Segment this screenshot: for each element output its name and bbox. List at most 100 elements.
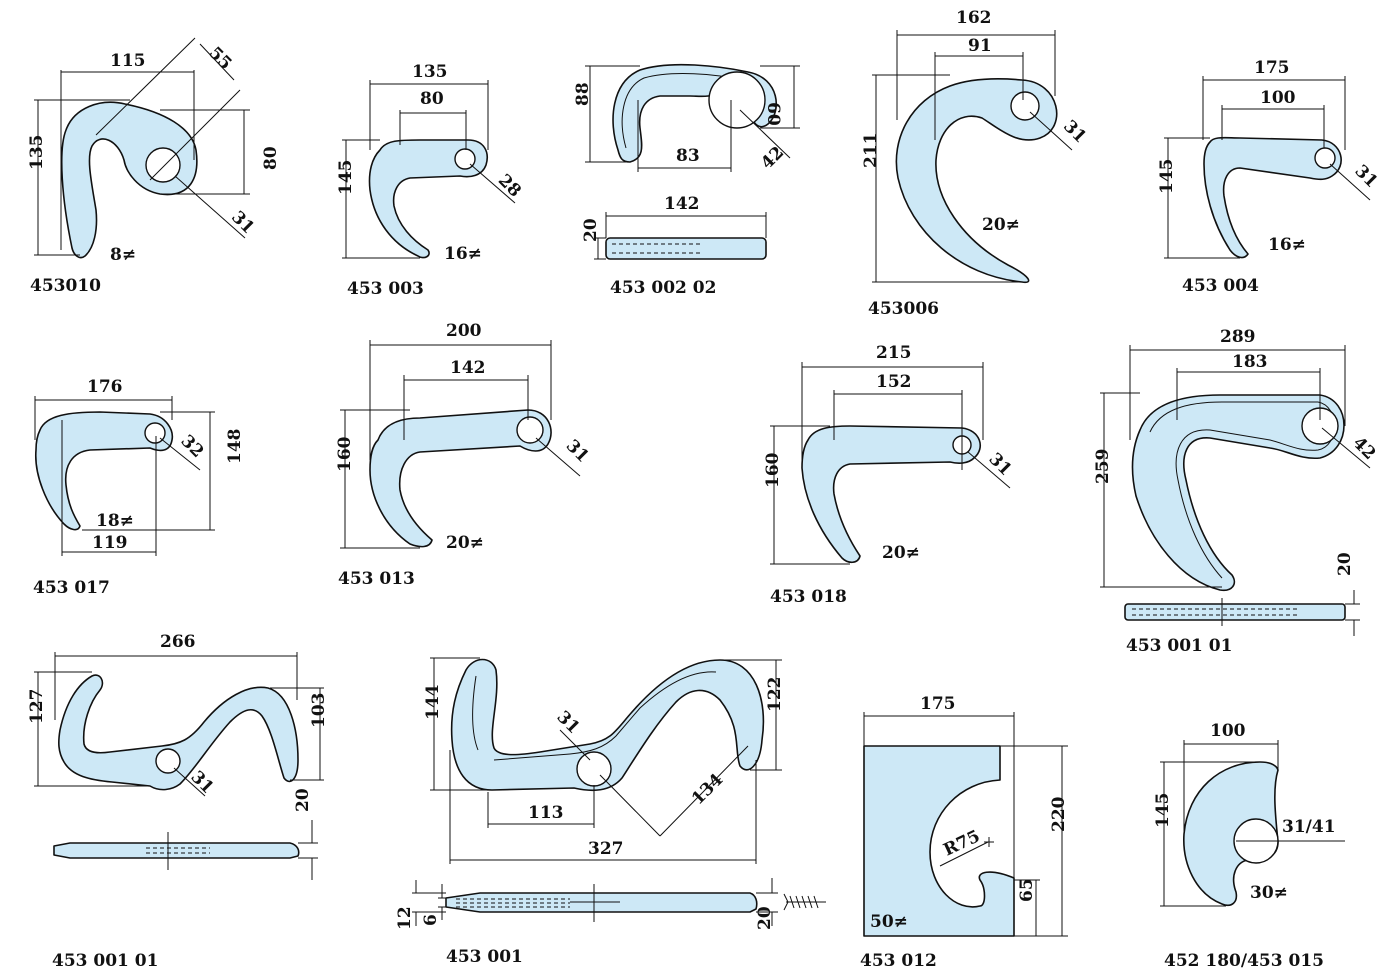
- dim-453018-height: 160: [763, 452, 783, 488]
- screw-icon: [783, 893, 826, 911]
- hook-45300101a-shape: [1131, 394, 1345, 592]
- dim-45300202-thick: 20: [581, 218, 601, 242]
- part-452-180-453-015: 100 145 31/41 30≠ 452 180/453 015: [1153, 721, 1345, 970]
- dim-45300202-height: 88: [573, 82, 593, 106]
- thickness-453017: 18≠: [96, 511, 134, 531]
- part-453-001: 144 31 122 134 113 327 12 6 20 453 001: [395, 657, 826, 967]
- dim-45300101b-side: 103: [309, 693, 329, 729]
- thickness-453010: 8≠: [110, 245, 136, 265]
- part-453-012: 175 R75 220 65 50≠ 453 012: [860, 694, 1069, 970]
- dim-45300101a-inner: 183: [1232, 352, 1268, 372]
- dim-453010-angle: 55: [205, 43, 236, 74]
- dim-45300101a-height: 259: [1093, 449, 1113, 485]
- dim-453003-height: 145: [336, 160, 356, 196]
- code-453013: 453 013: [338, 569, 415, 589]
- part-453-017: 176 32 148 119 18≠ 453 017: [33, 377, 245, 598]
- part-453-003: 135 80 145 28 16≠ 453 003: [336, 62, 525, 299]
- dim-45300202-inner: 83: [676, 146, 700, 166]
- dim-453001-thick20: 20: [755, 906, 775, 930]
- dim-453010-hole: 31: [227, 207, 258, 238]
- dim-453017-width: 176: [87, 377, 123, 397]
- dim-453010-height: 135: [27, 135, 47, 171]
- hook-453006-shape: [895, 78, 1058, 284]
- dim-453004-inner: 100: [1260, 88, 1296, 108]
- hook-45300101b-hole: [155, 748, 181, 774]
- dim-453018-hole: 31: [985, 449, 1016, 480]
- dim-453003-inner: 80: [420, 89, 444, 109]
- hook-453010-hole: [145, 147, 181, 183]
- dim-453013-height: 160: [335, 436, 355, 472]
- dim-453001-height: 144: [423, 684, 443, 720]
- thickness-452180: 30≠: [1250, 883, 1288, 903]
- dim-45300202-length: 142: [664, 194, 700, 214]
- dim-453012-width: 175: [920, 694, 956, 714]
- hook-453010-shape: [60, 101, 198, 259]
- dim-453001-thick12: 12: [395, 906, 415, 930]
- dim-453006-width: 162: [956, 8, 992, 28]
- part-453-002-02: 88 60 83 42 142 20 453 002 02: [573, 63, 800, 298]
- hook-45300202-side-view: [605, 237, 767, 260]
- dim-453001-length: 327: [588, 839, 624, 859]
- part-453010: 115 55 135 80 31 8≠ 453010: [27, 37, 281, 296]
- hook-453006-hole: [1010, 91, 1040, 121]
- dim-453017-slot: 32: [177, 431, 208, 462]
- dim-453017-inner: 119: [92, 533, 128, 553]
- part-453-018: 215 152 160 31 20≠ 453 018: [763, 343, 1015, 607]
- part-453-001-01-a: 289 183 259 42 20 453 001 01: [1093, 327, 1377, 656]
- part-453-013: 200 142 160 31 20≠ 453 013: [335, 321, 593, 589]
- dim-453012-height: 220: [1049, 796, 1069, 832]
- code-453017: 453 017: [33, 578, 110, 598]
- dim-45300101a-thick: 20: [1335, 552, 1355, 576]
- dim-453001-thick6: 6: [421, 914, 441, 926]
- hook-453017-shape: [35, 411, 174, 531]
- thickness-453018: 20≠: [882, 543, 920, 563]
- code-453010: 453010: [30, 276, 101, 296]
- code-453003: 453 003: [347, 279, 424, 299]
- thickness-453013: 20≠: [446, 533, 484, 553]
- dim-453010-width: 115: [110, 51, 146, 71]
- dim-453018-width: 215: [876, 343, 912, 363]
- dim-452180-height: 145: [1153, 793, 1173, 829]
- hook-453013-shape: [369, 409, 552, 548]
- hook-453013-hole: [516, 416, 544, 444]
- dim-453001-side: 122: [765, 677, 785, 713]
- part-453-001-01-b: 266 127 103 31 20 453 001 01: [27, 632, 329, 970]
- code-45300101b: 453 001 01: [52, 951, 158, 970]
- dim-45300101b-width: 266: [160, 632, 196, 652]
- dim-453017-height: 148: [225, 429, 245, 465]
- dim-453004-width: 175: [1254, 58, 1290, 78]
- dim-453018-inner: 152: [876, 372, 912, 392]
- hook-453004-hole: [1314, 147, 1336, 169]
- code-453006: 453006: [868, 299, 939, 319]
- plate-453012-shape: [863, 745, 1015, 937]
- dim-453003-hole: 28: [494, 171, 525, 202]
- dim-452180-hole: 31/41: [1282, 817, 1336, 837]
- part-453-004: 175 100 145 31 16≠ 453 004: [1157, 58, 1377, 296]
- dim-45300101a-hole: 42: [1349, 433, 1377, 464]
- dim-453001-hole: 31: [553, 707, 584, 738]
- thickness-453006: 20≠: [982, 215, 1020, 235]
- code-453004: 453 004: [1182, 276, 1259, 296]
- thickness-453012: 50≠: [870, 912, 908, 932]
- code-453018: 453 018: [770, 587, 847, 607]
- dim-453013-inner: 142: [450, 358, 486, 378]
- dim-453013-width: 200: [446, 321, 482, 341]
- code-452180: 452 180/453 015: [1164, 951, 1324, 970]
- hook-453004-shape: [1203, 136, 1342, 259]
- dim-453004-height: 145: [1157, 159, 1177, 195]
- dim-453004-hole: 31: [1351, 161, 1377, 192]
- dim-453013-hole: 31: [562, 436, 593, 467]
- dim-45300101b-thick: 20: [293, 788, 313, 812]
- hook-45300101a-side-view: [1124, 603, 1346, 621]
- code-45300101a: 453 001 01: [1126, 636, 1232, 656]
- thickness-453004: 16≠: [1268, 235, 1306, 255]
- dim-453001-inner: 113: [528, 803, 564, 823]
- dim-453012-notch: 65: [1017, 878, 1037, 902]
- hook-453003-shape: [368, 139, 488, 259]
- dim-45300101a-width: 289: [1220, 327, 1256, 347]
- hook-45300101b-side-view: [53, 842, 300, 859]
- dim-453003-width: 135: [412, 62, 448, 82]
- dim-453006-inner: 91: [968, 36, 992, 56]
- dim-452180-width: 100: [1210, 721, 1246, 741]
